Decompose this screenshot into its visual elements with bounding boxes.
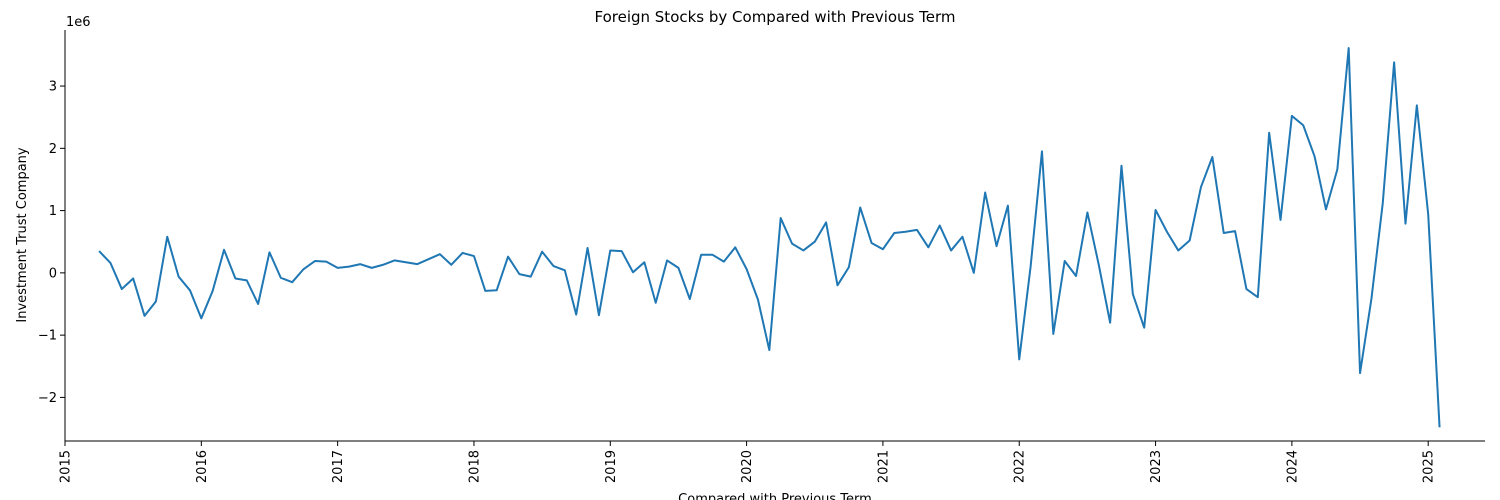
x-tick-label: 2021: [876, 450, 891, 483]
y-tick-label: 2: [49, 142, 57, 157]
y-axis-ticks: −2 −1 0 1 2 3: [38, 80, 65, 406]
x-axis-ticks: 2015 2016 2017 2018 2019 2020 2021 2022 2023 2024…: [59, 441, 1437, 483]
y-tick-label: −2: [38, 391, 57, 406]
x-tick-label: 2020: [740, 450, 755, 483]
x-tick-label: 2017: [331, 450, 346, 483]
x-tick-label: 2018: [467, 450, 482, 483]
x-tick-label: 2015: [59, 450, 74, 483]
x-axis-label: Compared with Previous Term: [678, 492, 872, 500]
x-tick-label: 2019: [604, 450, 619, 483]
x-tick-label: 2023: [1149, 450, 1164, 483]
y-tick-label: 1: [49, 204, 57, 219]
chart-title: Foreign Stocks by Compared with Previous…: [594, 8, 955, 26]
y-multiplier-label: 1e6: [66, 15, 91, 30]
x-tick-label: 2025: [1422, 450, 1437, 483]
series-line: [98, 47, 1441, 428]
y-tick-label: 3: [49, 80, 57, 95]
y-axis-label: Investment Trust Company: [15, 147, 30, 323]
x-tick-label: 2022: [1013, 450, 1028, 483]
x-tick-label: 2024: [1285, 450, 1300, 483]
y-tick-label: 0: [49, 266, 57, 281]
y-tick-label: −1: [38, 329, 57, 344]
x-tick-label: 2016: [195, 450, 210, 483]
